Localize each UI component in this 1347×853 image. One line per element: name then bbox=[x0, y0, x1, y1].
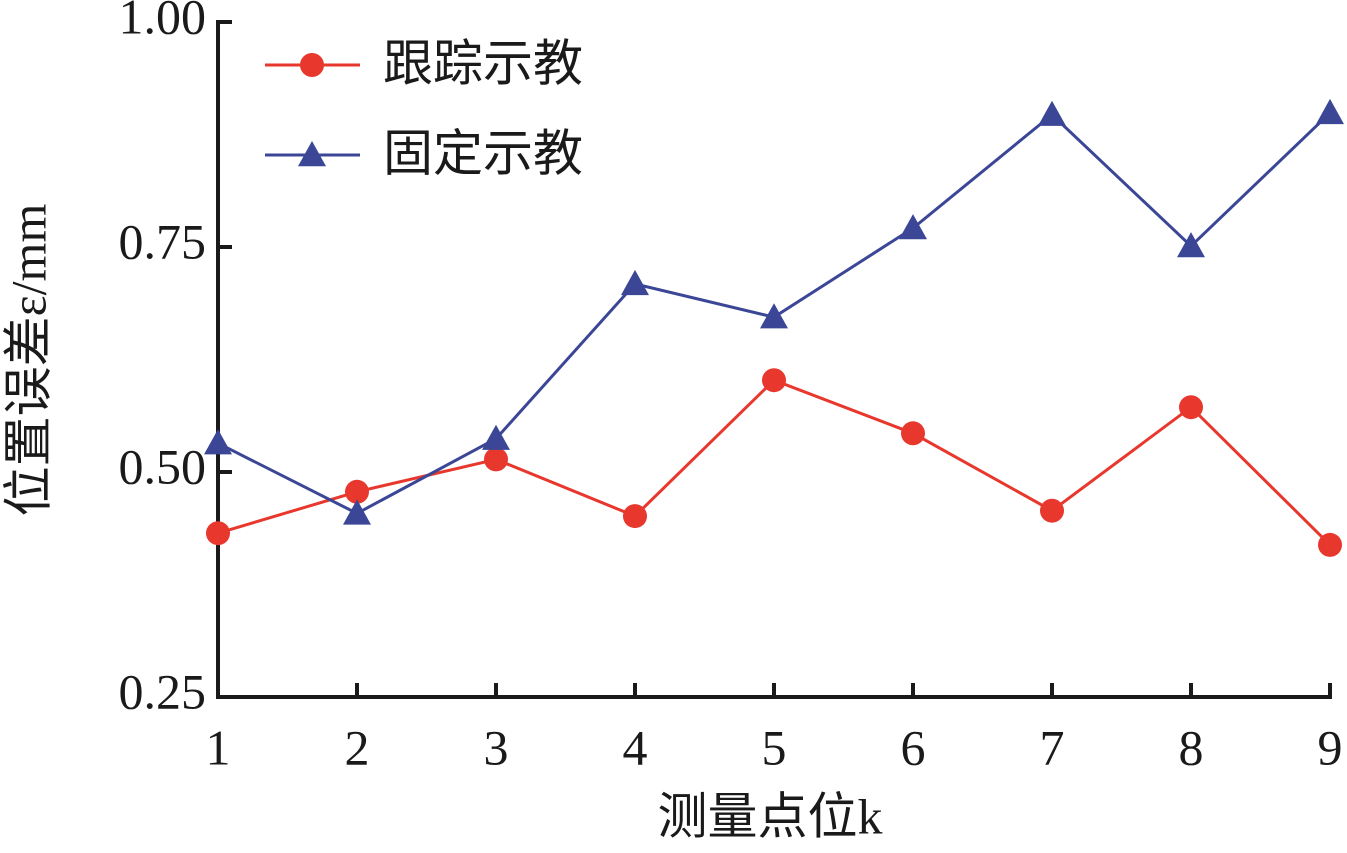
x-tick-label: 1 bbox=[206, 719, 231, 775]
marker bbox=[204, 429, 232, 455]
marker bbox=[482, 424, 510, 450]
x-tick-label: 6 bbox=[901, 719, 926, 775]
x-tick-label: 4 bbox=[623, 719, 648, 775]
marker bbox=[621, 269, 649, 296]
marker bbox=[901, 421, 925, 446]
x-tick-label: 7 bbox=[1040, 719, 1065, 775]
marker bbox=[1179, 395, 1203, 420]
x-tick-label: 3 bbox=[484, 719, 509, 775]
x-tick-label: 2 bbox=[345, 719, 370, 775]
marker bbox=[762, 368, 786, 393]
marker bbox=[345, 479, 369, 504]
x-axis-label: 测量点位k bbox=[658, 788, 883, 844]
marker bbox=[899, 214, 927, 240]
axes bbox=[216, 20, 1332, 699]
marker bbox=[300, 53, 324, 77]
y-tick-label: 0.50 bbox=[119, 438, 207, 494]
legend-label: 跟踪示教 bbox=[383, 35, 583, 91]
marker bbox=[343, 499, 371, 525]
marker bbox=[298, 141, 326, 167]
x-tick-label: 8 bbox=[1179, 719, 1204, 775]
marker bbox=[760, 303, 788, 329]
legend-label: 固定示教 bbox=[383, 125, 583, 181]
marker bbox=[1040, 498, 1064, 523]
x-tick-label: 9 bbox=[1318, 719, 1343, 775]
y-tick-label: 0.25 bbox=[119, 663, 207, 719]
marker bbox=[1316, 98, 1344, 125]
marker bbox=[1038, 100, 1066, 126]
series-line bbox=[217, 378, 1332, 546]
marker bbox=[484, 447, 508, 472]
marker bbox=[1177, 232, 1205, 258]
y-tick-label: 1.00 bbox=[119, 0, 207, 44]
y-tick-label: 0.75 bbox=[119, 213, 207, 269]
y-axis-label: 位置误差ε/mm bbox=[0, 204, 56, 517]
marker bbox=[206, 521, 230, 546]
marker bbox=[623, 504, 647, 529]
marker bbox=[1318, 532, 1342, 557]
x-tick-label: 5 bbox=[762, 719, 787, 775]
